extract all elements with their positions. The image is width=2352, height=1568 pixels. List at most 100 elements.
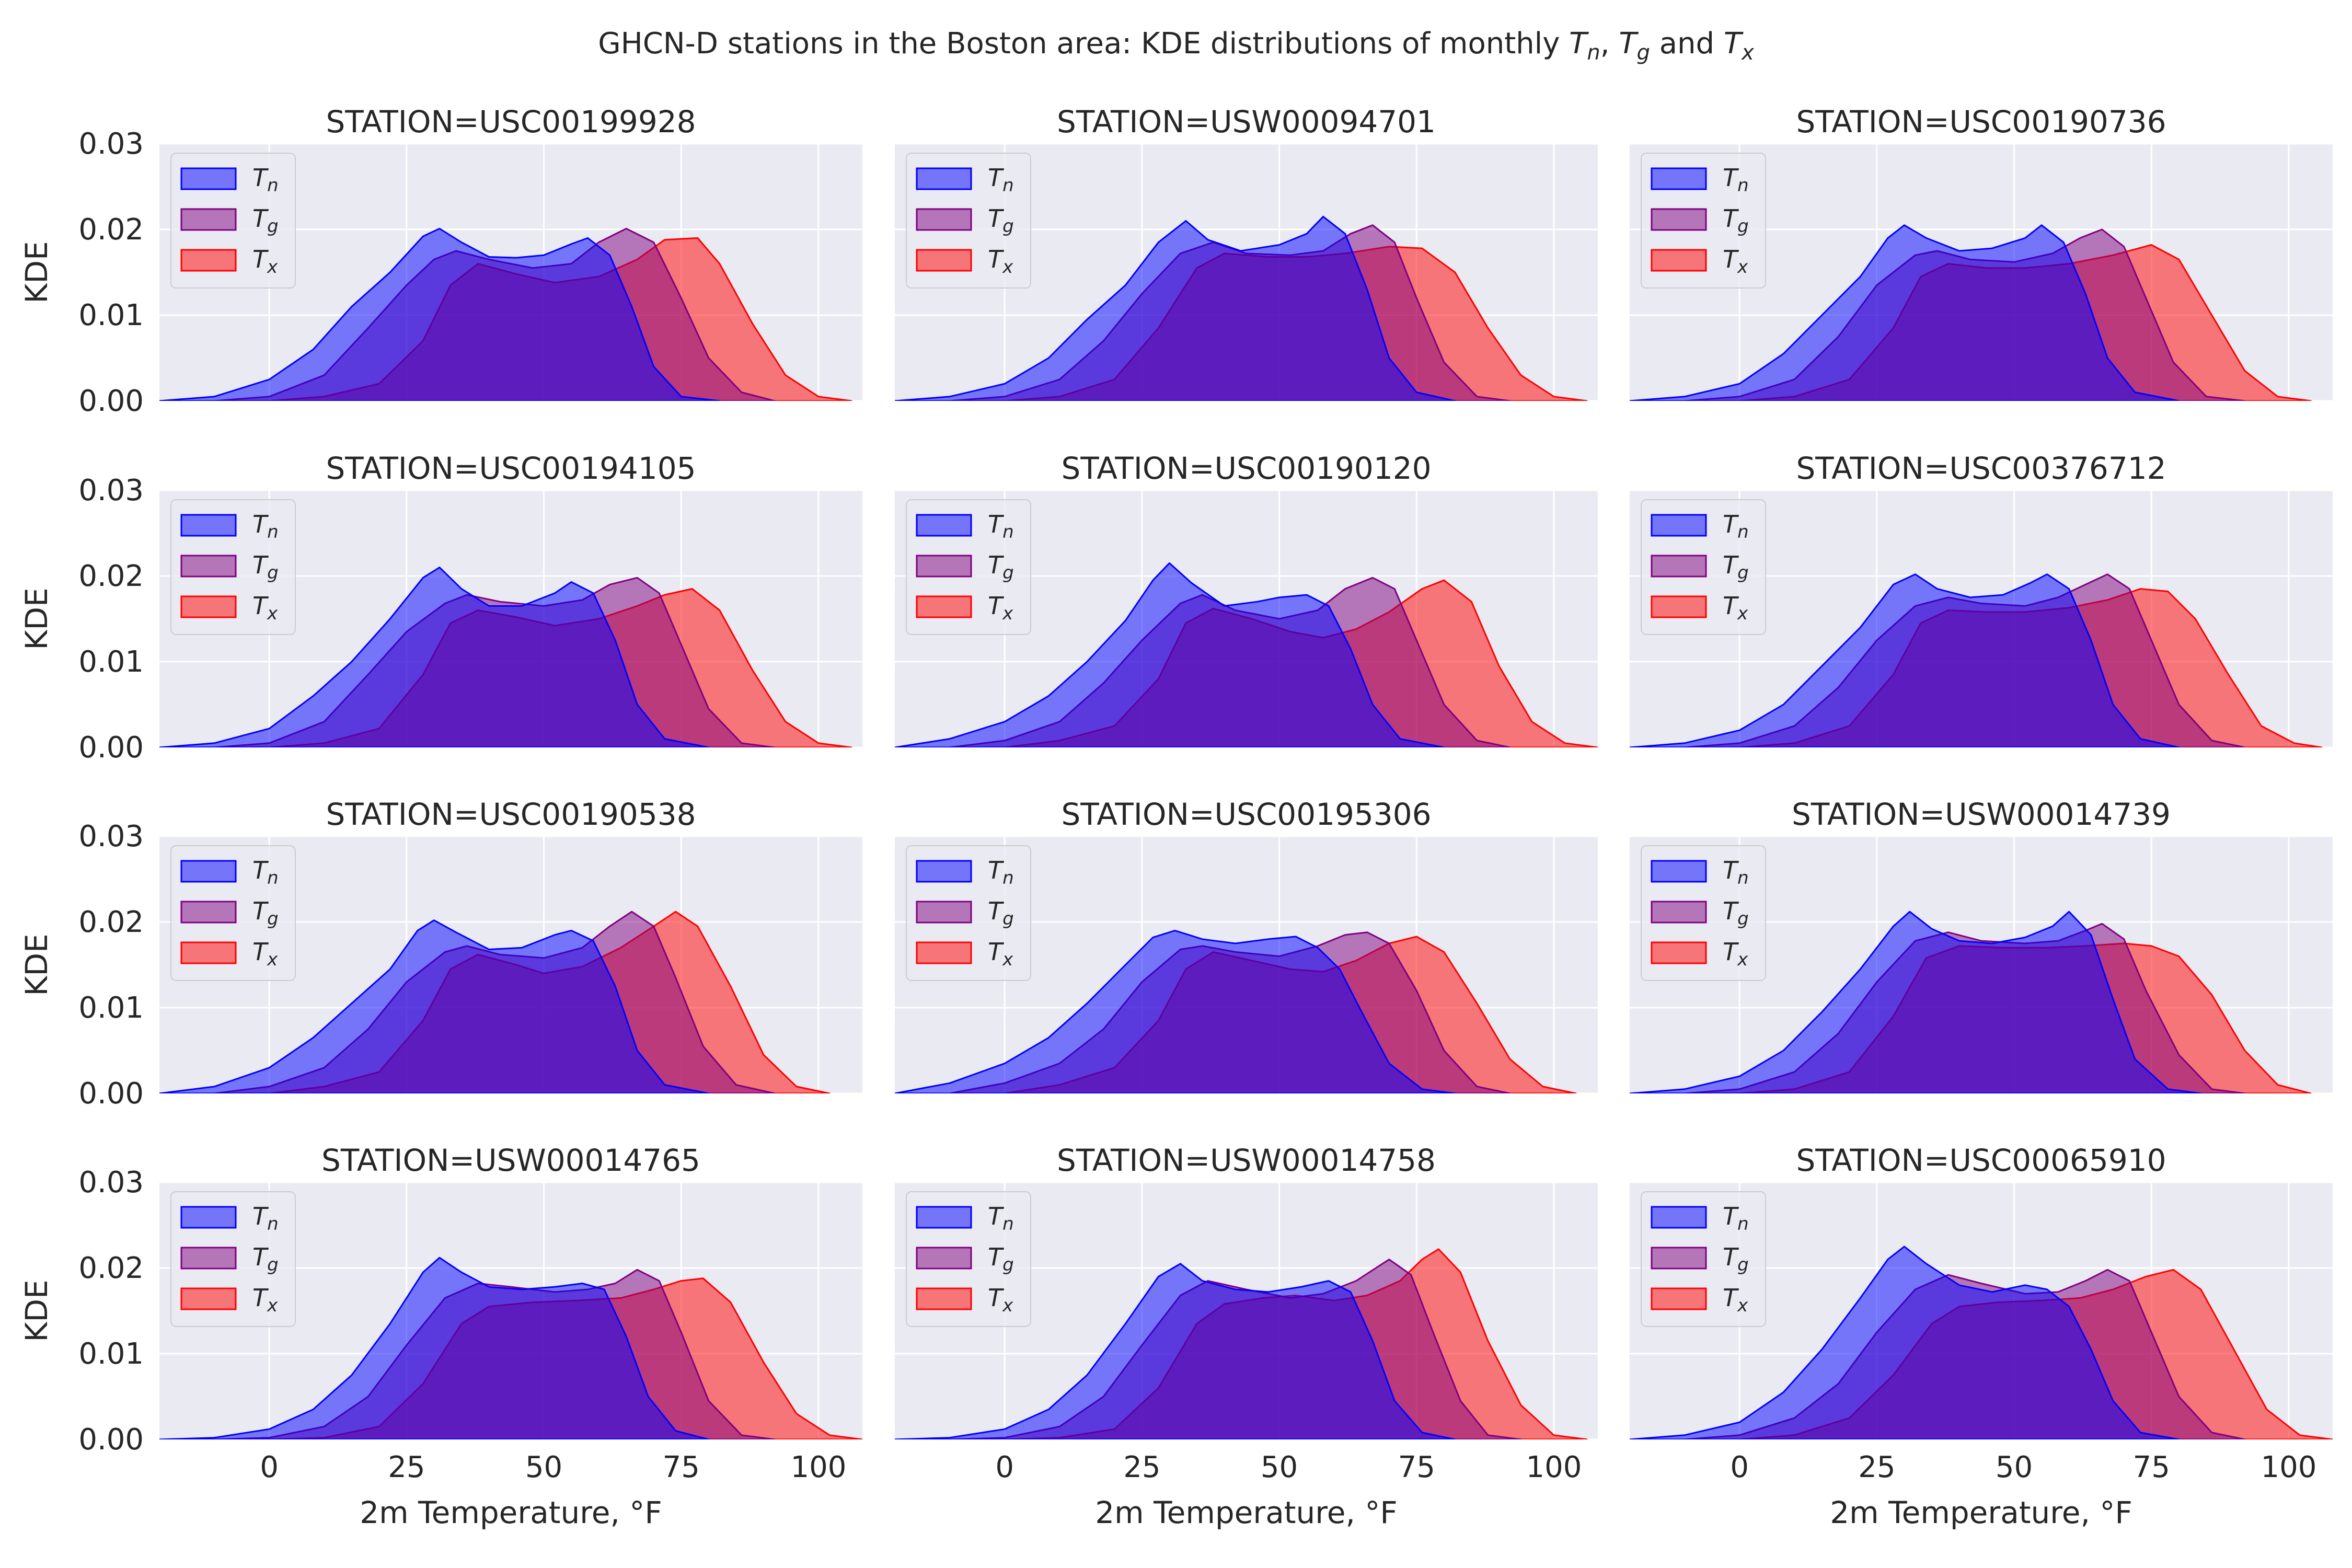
legend-label-tg: Tg: [1723, 1243, 1749, 1275]
legend-label-tn: Tn: [988, 510, 1014, 543]
figure-title-tn-symbol: T: [1569, 27, 1589, 61]
y-tick-label: 0.02: [78, 213, 144, 247]
panels-grid: STATION=USC00199928 0.00 0.01 0.02 0.03 KDE Tn…: [19, 104, 2333, 1530]
legend-swatch-tn: [180, 514, 237, 537]
panel-usc00376712: STATION=USC00376712 Tn Tg Tx: [1630, 451, 2333, 748]
legend: Tn Tg Tx: [906, 1191, 1031, 1327]
kde-area-tn: [1630, 573, 2180, 747]
panel-usc00199928: STATION=USC00199928 0.00 0.01 0.02 0.03 KDE Tn…: [19, 104, 862, 418]
panel-usw00014739: STATION=USW00014739 Tn Tg Tx: [1630, 797, 2333, 1094]
legend-swatch-tg: [916, 208, 972, 231]
panel-title: STATION=USW00014739: [1792, 797, 2171, 832]
panel-title: STATION=USW00014765: [321, 1143, 700, 1178]
kde-areas: [895, 562, 1598, 747]
legend-swatch-tg: [916, 555, 972, 578]
x-tick-label: 50: [1261, 1450, 1298, 1484]
y-axis-label: KDE: [19, 1279, 54, 1342]
panel-title: STATION=USC00190120: [1061, 451, 1431, 486]
y-tick-label: 0.00: [78, 731, 144, 765]
y-tick-label: 0.03: [78, 1166, 144, 1200]
legend-swatch-tx: [916, 1287, 972, 1310]
legend-swatch-tg: [916, 901, 972, 924]
legend-label-tn: Tn: [252, 510, 279, 543]
y-tick-label: 0.01: [78, 1337, 144, 1371]
legend-swatch-tg: [180, 555, 237, 578]
figure-title-sep1: ,: [1600, 27, 1619, 61]
legend-label-tn: Tn: [988, 1202, 1014, 1235]
kde-areas: [159, 227, 852, 401]
figure-title-sep2: and: [1650, 27, 1724, 61]
legend-swatch-tx: [1651, 1287, 1707, 1310]
legend-label-tx: Tx: [252, 592, 278, 624]
legend-label-tx: Tx: [1723, 592, 1748, 624]
legend-swatch-tn: [1651, 514, 1707, 537]
panel-title: STATION=USC00199928: [326, 104, 696, 140]
kde-area-tn: [895, 1263, 1456, 1439]
x-axis-label: 2m Temperature, °F: [1830, 1495, 2132, 1530]
kde-area-tn: [1630, 910, 2202, 1093]
legend-label-tn: Tn: [1723, 164, 1749, 196]
legend-swatch-tn: [1651, 167, 1707, 190]
legend-label-tx: Tx: [988, 938, 1013, 970]
x-tick-label: 0: [1730, 1450, 1749, 1484]
legend-label-tx: Tx: [252, 245, 278, 278]
kde-area-tn: [159, 919, 710, 1093]
kde-area-tn: [1630, 224, 2180, 401]
legend-label-tx: Tx: [988, 592, 1013, 624]
legend-label-tn: Tn: [252, 856, 279, 889]
y-tick-label: 0.03: [78, 820, 144, 854]
x-tick-label: 100: [2261, 1450, 2316, 1484]
x-tick-label: 75: [1398, 1450, 1435, 1484]
legend-label-tn: Tn: [252, 164, 279, 196]
panel-usc00194105: STATION=USC00194105 0.00 0.01 0.02 0.03 KDE Tn…: [19, 451, 862, 765]
legend-label-tg: Tg: [252, 551, 279, 583]
legend-label-tx: Tx: [988, 1284, 1013, 1316]
x-tick-label: 100: [790, 1450, 846, 1484]
legend-swatch-tg: [1651, 901, 1707, 924]
legend-swatch-tg: [1651, 208, 1707, 231]
kde-area-tn: [159, 1256, 710, 1439]
figure-title: GHCN-D stations in the Boston area: KDE …: [598, 27, 1754, 65]
legend-label-tn: Tn: [1723, 1202, 1749, 1235]
panel-title: STATION=USC00190538: [326, 797, 696, 832]
legend: Tn Tg Tx: [906, 499, 1031, 635]
legend-label-tg: Tg: [1723, 551, 1749, 583]
y-tick-label: 0.02: [78, 905, 144, 939]
legend-swatch-tx: [180, 941, 237, 964]
legend-label-tx: Tx: [1723, 938, 1748, 970]
figure-title-tg-sub: g: [1637, 41, 1650, 65]
x-tick-label: 25: [388, 1450, 425, 1484]
legend-swatch-tn: [1651, 860, 1707, 883]
legend-swatch-tg: [1651, 555, 1707, 578]
panel-usc00190120: STATION=USC00190120 Tn Tg Tx: [895, 451, 1598, 748]
kde-area-tn: [159, 227, 721, 401]
kde-areas: [1630, 910, 2312, 1093]
legend-label-tn: Tn: [988, 856, 1014, 889]
kde-area-tn: [895, 562, 1445, 747]
kde-areas: [1630, 1246, 2333, 1439]
x-tick-label: 50: [525, 1450, 562, 1484]
x-tick-label: 25: [1858, 1450, 1895, 1484]
legend-swatch-tn: [916, 514, 972, 537]
legend-label-tg: Tg: [252, 897, 279, 929]
y-tick-label: 0.00: [78, 1423, 144, 1457]
figure-title-tg-symbol: T: [1619, 27, 1639, 61]
kde-areas: [895, 1248, 1588, 1439]
legend-label-tg: Tg: [988, 204, 1014, 237]
legend-label-tg: Tg: [252, 204, 279, 237]
legend: Tn Tg Tx: [1641, 499, 1766, 635]
legend-swatch-tn: [916, 1206, 972, 1229]
panel-title: STATION=USW00094701: [1057, 104, 1436, 140]
y-tick-label: 0.03: [78, 474, 144, 508]
y-tick-label: 0.02: [78, 1251, 144, 1285]
panel-title: STATION=USW00014758: [1057, 1143, 1436, 1178]
kde-area-tn: [159, 567, 710, 747]
panel-title: STATION=USC00195306: [1061, 797, 1431, 832]
y-axis-label: KDE: [19, 241, 54, 303]
legend-swatch-tg: [916, 1247, 972, 1270]
legend-swatch-tx: [916, 595, 972, 618]
x-tick-label: 25: [1123, 1450, 1160, 1484]
legend-label-tn: Tn: [1723, 856, 1749, 889]
y-tick-label: 0.00: [78, 384, 144, 418]
